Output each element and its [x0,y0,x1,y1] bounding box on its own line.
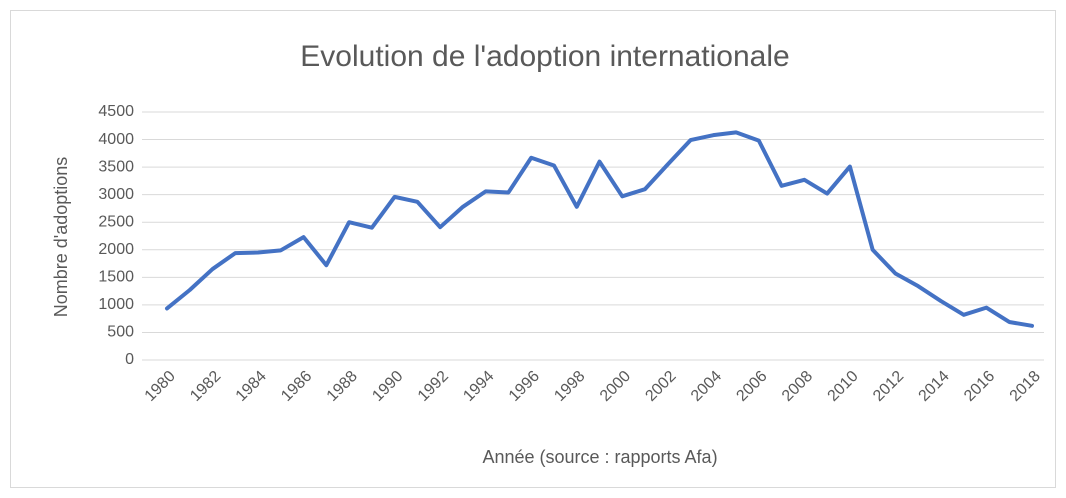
x-axis-title: Année (source : rapports Afa) [482,447,717,467]
y-tick-label: 2500 [98,213,134,230]
line [165,130,1034,328]
y-axis-title: Nombre d'adoptions [51,157,71,318]
chart-border [10,10,1056,488]
y-tick-label: 1000 [98,296,134,313]
chart-title: Evolution de l'adoption internationale [300,40,789,73]
y-tick-label: 1500 [98,269,134,286]
y-tick-label: 500 [107,324,134,341]
y-tick-label: 3500 [98,158,134,175]
y-tick-label: 2000 [98,241,134,258]
y-tick-label: 4500 [98,103,134,120]
y-tick-label: 4000 [98,131,134,148]
y-tick-label: 3000 [98,186,134,203]
y-tick-label: 0 [125,351,134,368]
